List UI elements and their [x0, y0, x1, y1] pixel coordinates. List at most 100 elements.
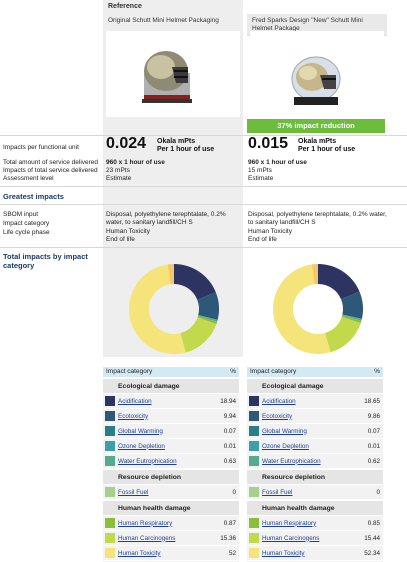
- helmet-image: [142, 51, 192, 103]
- impact-value-alternative: 0.015: [248, 135, 289, 152]
- color-swatch: [249, 411, 259, 421]
- impact-category-link[interactable]: Acidification: [262, 397, 296, 405]
- impact-category-link[interactable]: Ecotoxicity: [262, 412, 293, 420]
- group-header: Resource depletion: [247, 470, 383, 484]
- impact-percent-value: 0: [232, 488, 236, 496]
- impact-unit-line1: Okala mPts: [157, 138, 196, 145]
- impact-unit-line1: Okala mPts: [298, 138, 337, 145]
- product-name-reference: Original Schutt Mini Helmet Packaging: [108, 17, 219, 24]
- donut-slice-global-warming: [342, 314, 362, 320]
- reference-header: Reference: [108, 3, 142, 10]
- impact-category-link[interactable]: Human Carcinogens: [118, 534, 176, 542]
- impact-category-link[interactable]: Global Warming: [118, 427, 163, 435]
- divider: [0, 186, 407, 187]
- group-header: Human health damage: [103, 501, 239, 515]
- table-row: Ecotoxicity 9.86: [247, 409, 383, 423]
- impact-category-link[interactable]: Ozone Depletion: [262, 442, 309, 450]
- donut-slice-ozone-depletion: [342, 314, 362, 320]
- donut-slice-human-carcinogens: [180, 317, 217, 353]
- table-row: Human Toxicity 52: [103, 546, 239, 560]
- color-swatch: [105, 411, 115, 421]
- impact-unit-alternative: Okala mPts Per 1 hour of use: [298, 138, 355, 154]
- impact-category-link[interactable]: Human Respiratory: [262, 519, 317, 527]
- impact-category-link[interactable]: Human Toxicity: [262, 549, 305, 557]
- impact-table-alternative: Impact category% Ecological damage Acidifi…: [247, 367, 383, 562]
- donut-chart-alternative: [273, 264, 363, 354]
- impact-percent-value: 0.07: [223, 427, 236, 435]
- impact-unit-line2: Per 1 hour of use: [157, 146, 215, 153]
- donut-slice-global-warming: [198, 315, 218, 321]
- impact-reduction-badge: 37% impact reduction: [247, 119, 385, 133]
- donut-slice-water-eutrophication: [342, 314, 362, 321]
- color-swatch: [105, 441, 115, 451]
- donut-slice-smog: [311, 264, 318, 285]
- color-swatch: [249, 441, 259, 451]
- table-row: Ozone Depletion 0.01: [103, 439, 239, 453]
- life-cycle-phase-reference: End of life: [106, 236, 135, 243]
- impact-percent-value: 0: [376, 488, 380, 496]
- impacts-per-unit-label: Impacts per functional unit: [3, 144, 79, 151]
- color-swatch: [105, 487, 115, 497]
- impact-category-link[interactable]: Ozone Depletion: [118, 442, 165, 450]
- table-row: Human Toxicity 52.34: [247, 546, 383, 560]
- impact-unit-line2: Per 1 hour of use: [298, 146, 356, 153]
- impact-percent-value: 0.63: [223, 457, 236, 465]
- table-row: Acidification 18.94: [103, 394, 239, 408]
- table-row: Human Carcinogens 15.36: [103, 531, 239, 545]
- donut-slice-smog: [167, 264, 174, 285]
- impact-category-link[interactable]: Human Toxicity: [118, 549, 161, 557]
- life-cycle-phase-alternative: End of life: [248, 236, 277, 243]
- header-impact-category: Impact category: [250, 368, 297, 375]
- impact-percent-value: 0.87: [223, 519, 236, 527]
- donut-slice-human-carcinogens: [324, 316, 361, 353]
- impact-category-link[interactable]: Acidification: [118, 397, 152, 405]
- product-image-alternative: [250, 31, 384, 117]
- table-row: Global Warming 0.07: [103, 424, 239, 438]
- color-swatch: [249, 487, 259, 497]
- donut-slice-human-respiratory: [197, 316, 218, 325]
- impact-percent-value: 0.01: [223, 442, 236, 450]
- service-impacts-alternative: 15 mPts: [248, 167, 272, 174]
- table-row: Fossil Fuel 0: [247, 485, 383, 499]
- assessment-reference: Estimate: [106, 175, 132, 182]
- impact-percent-value: 0.85: [367, 519, 380, 527]
- table-header: Impact category%: [103, 367, 239, 377]
- table-row: Global Warming 0.07: [247, 424, 383, 438]
- service-total-reference: 960 x 1 hour of use: [106, 159, 165, 166]
- color-swatch: [105, 456, 115, 466]
- divider: [0, 247, 407, 248]
- table-row: Water Eutrophication 0.63: [103, 454, 239, 468]
- impact-category-link[interactable]: Water Eutrophication: [262, 457, 321, 465]
- impact-percent-value: 15.44: [364, 534, 380, 542]
- assessment-alternative: Estimate: [248, 175, 274, 182]
- donut-slice-human-toxicity: [273, 264, 331, 354]
- donut-slice-ozone-depletion: [198, 315, 218, 321]
- impact-category-link[interactable]: Global Warming: [262, 427, 307, 435]
- impact-category-link[interactable]: Fossil Fuel: [262, 488, 293, 496]
- impact-percent-value: 0.01: [367, 442, 380, 450]
- table-row: Acidification 18.65: [247, 394, 383, 408]
- impact-category-link[interactable]: Water Eutrophication: [118, 457, 177, 465]
- color-swatch: [249, 396, 259, 406]
- group-header: Ecological damage: [247, 379, 383, 393]
- total-service-label: Total amount of service delivered: [3, 159, 99, 166]
- service-impacts-reference: 23 mPts: [106, 167, 130, 174]
- color-swatch: [249, 426, 259, 436]
- impact-category-link[interactable]: Ecotoxicity: [118, 412, 149, 420]
- impact-table-reference: Impact category% Ecological damage Acidifi…: [103, 367, 239, 562]
- color-swatch: [249, 456, 259, 466]
- total-impacts-title: Total impacts by impact category: [3, 252, 88, 270]
- impact-category-link[interactable]: Human Respiratory: [118, 519, 173, 527]
- sbom-input-reference: Disposal, polyethylene terephtalate, 0.2…: [106, 211, 226, 226]
- header-percent: %: [230, 368, 236, 375]
- sbom-input-alternative: Disposal, polyethylene terephtalate, 0.2…: [248, 211, 387, 226]
- impact-category-link[interactable]: Fossil Fuel: [118, 488, 149, 496]
- divider: [0, 135, 407, 136]
- impact-percent-value: 52: [228, 549, 236, 557]
- impacts-total-service-label: Impacts of total service delivered: [3, 167, 98, 174]
- impact-category-reference: Human Toxicity: [106, 228, 150, 235]
- impact-category-link[interactable]: Human Carcinogens: [262, 534, 320, 542]
- table-row: Human Respiratory 0.87: [103, 516, 239, 530]
- impact-percent-value: 18.65: [364, 397, 380, 405]
- donut-slice-human-respiratory: [341, 315, 362, 324]
